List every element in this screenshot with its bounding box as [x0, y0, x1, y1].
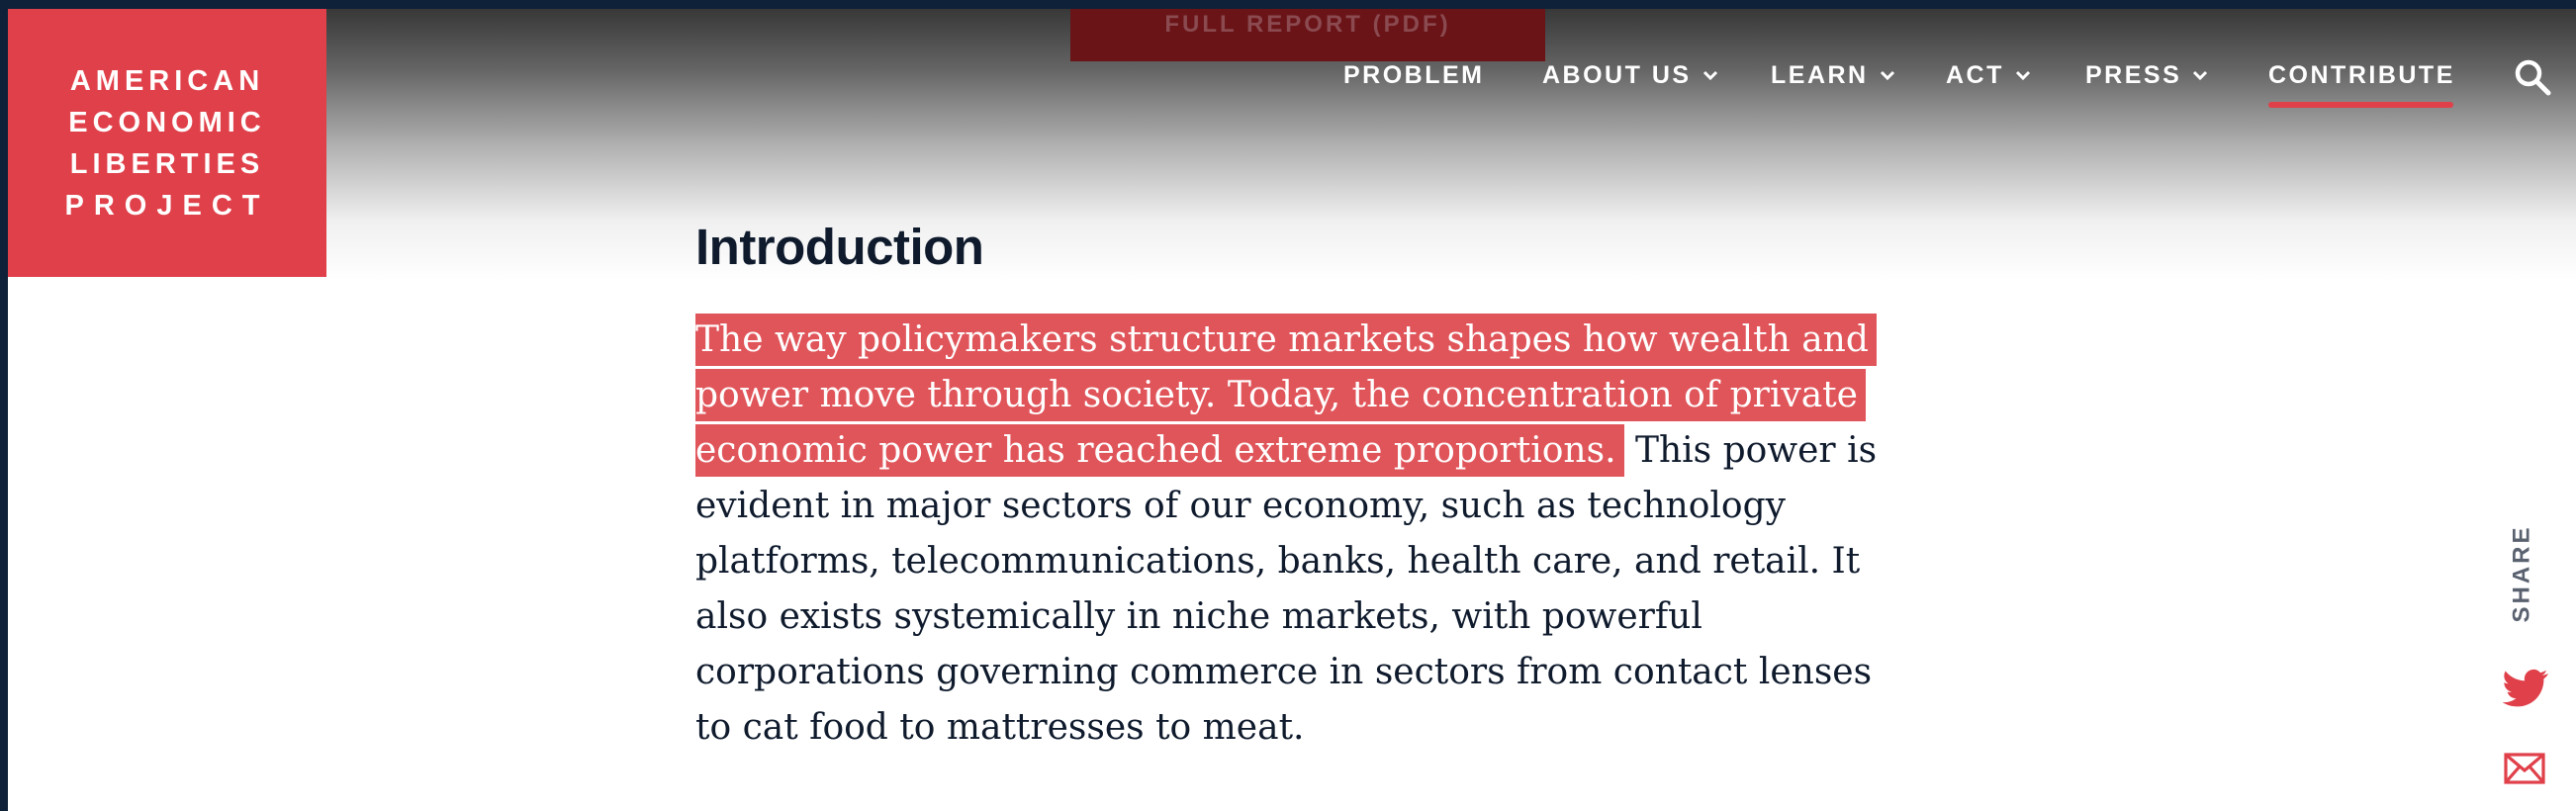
chevron-down-icon — [2015, 70, 2030, 81]
nav-item-label: LEARN — [1771, 60, 1869, 89]
logo-line-4: PROJECT — [64, 189, 270, 222]
twitter-icon[interactable] — [2503, 669, 2548, 708]
logo-line-1: AMERICAN — [69, 64, 265, 97]
share-label: SHARE — [2507, 524, 2536, 623]
nav-item-act[interactable]: ACT — [1946, 55, 2032, 95]
active-nav-underline — [2268, 102, 2453, 108]
nav-item-label: ACT — [1946, 60, 2004, 89]
nav-item-learn[interactable]: LEARN — [1771, 55, 1896, 95]
highlighted-text: The way policymakers structure markets s… — [695, 314, 1877, 477]
site-logo[interactable]: AMERICAN ECONOMIC LIBERTIES PROJECT — [8, 9, 326, 277]
nav-item-about-us[interactable]: ABOUT US — [1542, 55, 1719, 95]
section-heading: Introduction — [695, 219, 984, 275]
intro-paragraph: The way policymakers structure markets s… — [695, 313, 1883, 756]
full-report-pdf-button[interactable]: FULL REPORT (PDF) — [1070, 9, 1545, 61]
logo-line-2: ECONOMIC — [68, 106, 266, 138]
nav-item-press[interactable]: PRESS — [2085, 55, 2209, 95]
nav-item-label: ABOUT US — [1542, 60, 1692, 89]
paragraph-text: This power is evident in major sectors o… — [695, 430, 1878, 748]
nav-item-label: CONTRIBUTE — [2268, 60, 2455, 89]
mail-icon[interactable] — [2504, 753, 2545, 784]
window-frame-left — [0, 0, 8, 811]
chevron-down-icon — [1702, 70, 1717, 81]
nav-item-contribute[interactable]: CONTRIBUTE — [2268, 55, 2455, 95]
chevron-down-icon — [2193, 70, 2208, 81]
nav-item-problem[interactable]: PROBLEM — [1343, 55, 1485, 95]
logo-line-3: LIBERTIES — [69, 147, 265, 180]
nav-item-label: PRESS — [2085, 60, 2182, 89]
share-label-text: SHARE — [2508, 524, 2535, 623]
search-icon[interactable] — [2513, 57, 2552, 97]
nav-item-label: PROBLEM — [1343, 60, 1485, 89]
window-frame-top — [0, 0, 2576, 9]
chevron-down-icon — [1880, 70, 1894, 81]
